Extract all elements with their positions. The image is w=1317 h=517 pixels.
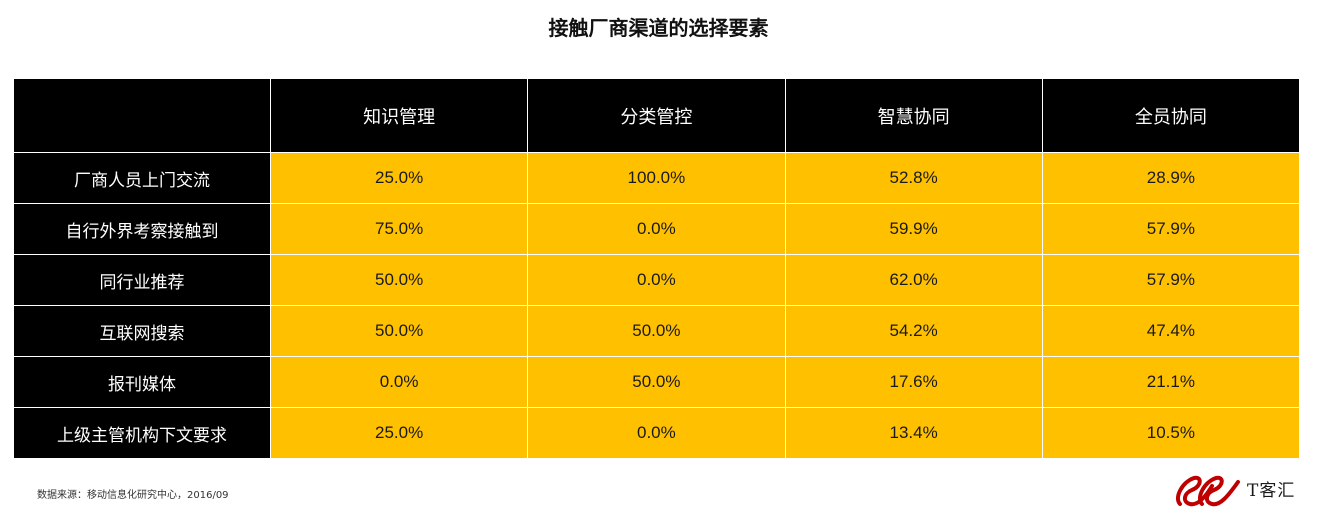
table-cell: 59.9% <box>784 203 1043 255</box>
table-cell: 0.0% <box>527 407 786 459</box>
table-cell: 50.0% <box>527 356 786 408</box>
table-cell: 62.0% <box>784 254 1043 306</box>
row-label: 报刊媒体 <box>13 356 271 408</box>
row-label: 自行外界考察接触到 <box>13 203 271 255</box>
table-cell: 57.9% <box>1041 254 1301 306</box>
row-label: 同行业推荐 <box>13 254 271 306</box>
table-cell: 10.5% <box>1041 407 1301 459</box>
table-cell: 47.4% <box>1041 305 1301 357</box>
table-header-row: 知识管理 分类管控 智慧协同 全员协同 <box>13 78 1301 153</box>
header-cell: 知识管理 <box>269 78 529 153</box>
table-cell: 25.0% <box>269 407 529 459</box>
table-cell: 0.0% <box>527 203 786 255</box>
header-cell: 智慧协同 <box>784 78 1043 153</box>
table-cell: 13.4% <box>784 407 1043 459</box>
table-cell: 50.0% <box>269 254 529 306</box>
ee-logo-icon <box>1175 475 1240 507</box>
table-cell: 75.0% <box>269 203 529 255</box>
chart-title: 接触厂商渠道的选择要素 <box>548 16 769 40</box>
row-label: 互联网搜索 <box>13 305 271 357</box>
table-row: 同行业推荐 50.0% 0.0% 62.0% 57.9% <box>13 254 1301 306</box>
table-cell: 50.0% <box>269 305 529 357</box>
data-source-note: 数据来源：移动信息化研究中心，2016/09 <box>37 490 229 501</box>
logo-text: T客汇 <box>1247 481 1296 501</box>
header-cell <box>13 78 271 153</box>
data-table: 知识管理 分类管控 智慧协同 全员协同 厂商人员上门交流 25.0% 100.0… <box>13 78 1301 459</box>
table-cell: 57.9% <box>1041 203 1301 255</box>
table-cell: 52.8% <box>784 152 1043 204</box>
table-cell: 25.0% <box>269 152 529 204</box>
table-cell: 0.0% <box>269 356 529 408</box>
row-label: 厂商人员上门交流 <box>13 152 271 204</box>
table-cell: 28.9% <box>1041 152 1301 204</box>
table-cell: 100.0% <box>527 152 786 204</box>
header-cell: 分类管控 <box>527 78 786 153</box>
table-row: 互联网搜索 50.0% 50.0% 54.2% 47.4% <box>13 305 1301 357</box>
table-cell: 50.0% <box>527 305 786 357</box>
table-cell: 0.0% <box>527 254 786 306</box>
table-cell: 54.2% <box>784 305 1043 357</box>
table-row: 自行外界考察接触到 75.0% 0.0% 59.9% 57.9% <box>13 203 1301 255</box>
row-label: 上级主管机构下文要求 <box>13 407 271 459</box>
table-cell: 21.1% <box>1041 356 1301 408</box>
header-cell: 全员协同 <box>1041 78 1301 153</box>
table-row: 报刊媒体 0.0% 50.0% 17.6% 21.1% <box>13 356 1301 408</box>
table-row: 厂商人员上门交流 25.0% 100.0% 52.8% 28.9% <box>13 152 1301 204</box>
table-row: 上级主管机构下文要求 25.0% 0.0% 13.4% 10.5% <box>13 407 1301 459</box>
table-cell: 17.6% <box>784 356 1043 408</box>
